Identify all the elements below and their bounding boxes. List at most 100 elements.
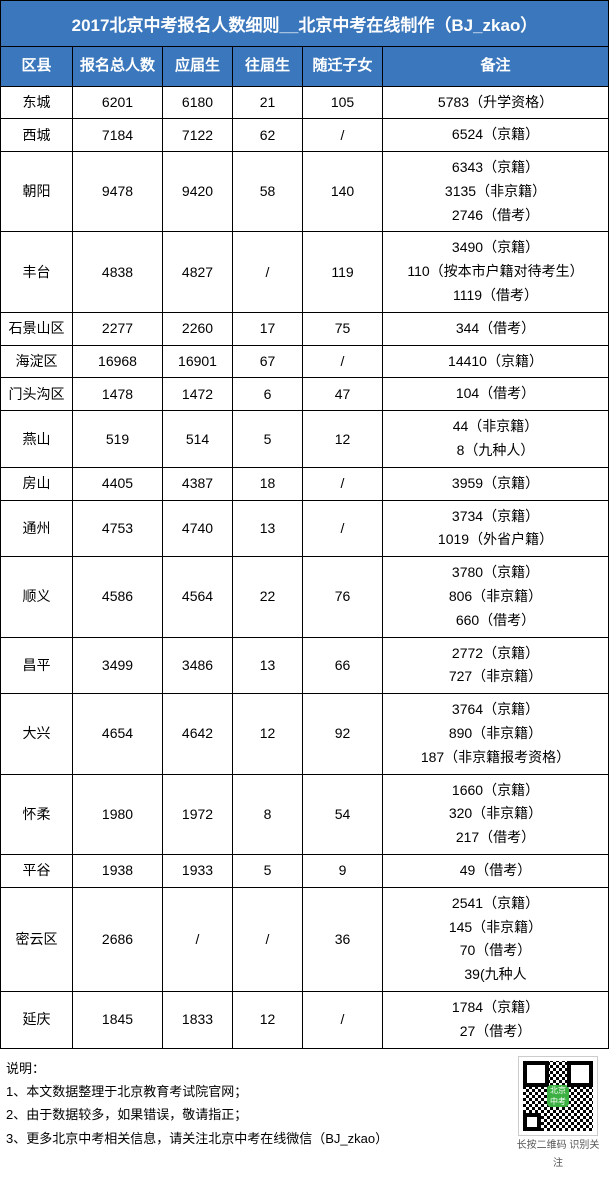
table-cell: 6180	[163, 86, 233, 119]
table-row: 平谷193819335949（借考）	[1, 855, 609, 888]
table-row: 房山4405438718/3959（京籍）	[1, 467, 609, 500]
table-cell: 16901	[163, 345, 233, 378]
table-cell: 1478	[73, 378, 163, 411]
table-row: 东城62016180211055783（升学资格）	[1, 86, 609, 119]
table-cell: 67	[233, 345, 303, 378]
footer-line: 3、更多北京中考相关信息，请关注北京中考在线微信（BJ_zkao）	[6, 1127, 513, 1150]
table-cell: 燕山	[1, 411, 73, 468]
table-cell: 140	[303, 152, 383, 232]
remark-cell: 2541（京籍）145（非京籍）70（借考）39(九种人	[383, 887, 609, 991]
table-cell: /	[233, 232, 303, 312]
table-cell: 4387	[163, 467, 233, 500]
table-cell: 3499	[73, 637, 163, 694]
table-cell: 12	[303, 411, 383, 468]
table-cell: /	[303, 467, 383, 500]
table-row: 丰台48384827/1193490（京籍）110（按本市户籍对待考生）1119…	[1, 232, 609, 312]
footer-line: 1、本文数据整理于北京教育考试院官网；	[6, 1080, 513, 1103]
table-cell: /	[303, 119, 383, 152]
table-cell: 延庆	[1, 992, 73, 1049]
table-cell: 2260	[163, 312, 233, 345]
page-title: 2017北京中考报名人数细则__北京中考在线制作（BJ_zkao）	[0, 0, 609, 46]
table-cell: 2277	[73, 312, 163, 345]
data-table: 区县报名总人数应届生往届生随迁子女备注 东城62016180211055783（…	[0, 46, 609, 1049]
table-cell: 21	[233, 86, 303, 119]
footer-notes: 说明： 1、本文数据整理于北京教育考试院官网；2、由于数据较多，如果错误，敬请指…	[6, 1057, 513, 1151]
table-cell: 66	[303, 637, 383, 694]
table-cell: 9	[303, 855, 383, 888]
table-cell: 6	[233, 378, 303, 411]
table-cell: 东城	[1, 86, 73, 119]
table-row: 门头沟区14781472647104（借考）	[1, 378, 609, 411]
table-cell: 2686	[73, 887, 163, 991]
table-cell: 4405	[73, 467, 163, 500]
footer: 说明： 1、本文数据整理于北京教育考试院官网；2、由于数据较多，如果错误，敬请指…	[0, 1049, 609, 1183]
table-cell: 1972	[163, 774, 233, 854]
table-cell: 519	[73, 411, 163, 468]
qr-code-icon: 北京中考	[519, 1057, 597, 1135]
col-header: 应届生	[163, 47, 233, 87]
table-header: 区县报名总人数应届生往届生随迁子女备注	[1, 47, 609, 87]
remark-cell: 3780（京籍）806（非京籍）660（借考）	[383, 557, 609, 637]
remark-cell: 14410（京籍）	[383, 345, 609, 378]
table-row: 西城7184712262/6524（京籍）	[1, 119, 609, 152]
table-cell: 5	[233, 855, 303, 888]
footer-line: 2、由于数据较多，如果错误，敬请指正；	[6, 1103, 513, 1126]
table-row: 海淀区169681690167/14410（京籍）	[1, 345, 609, 378]
table-cell: 1472	[163, 378, 233, 411]
table-row: 燕山51951451244（非京籍）8（九种人）	[1, 411, 609, 468]
table-cell: 18	[233, 467, 303, 500]
table-row: 朝阳94789420581406343（京籍）3135（非京籍）2746（借考）	[1, 152, 609, 232]
table-cell: 怀柔	[1, 774, 73, 854]
table-cell: 朝阳	[1, 152, 73, 232]
qr-label: 长按二维码 识别关注	[513, 1137, 603, 1173]
table-cell: 4654	[73, 694, 163, 774]
table-cell: 12	[233, 694, 303, 774]
table-cell: 西城	[1, 119, 73, 152]
table-cell: 62	[233, 119, 303, 152]
table-cell: 丰台	[1, 232, 73, 312]
table-cell: /	[163, 887, 233, 991]
table-row: 通州4753474013/3734（京籍）1019（外省户籍）	[1, 500, 609, 557]
table-cell: 54	[303, 774, 383, 854]
table-cell: 76	[303, 557, 383, 637]
table-cell: 3486	[163, 637, 233, 694]
table-cell: /	[303, 992, 383, 1049]
table-cell: 13	[233, 500, 303, 557]
table-cell: 大兴	[1, 694, 73, 774]
table-cell: 1980	[73, 774, 163, 854]
table-cell: 36	[303, 887, 383, 991]
remark-cell: 44（非京籍）8（九种人）	[383, 411, 609, 468]
table-cell: 1833	[163, 992, 233, 1049]
table-cell: 5	[233, 411, 303, 468]
table-cell: 房山	[1, 467, 73, 500]
remark-cell: 3764（京籍）890（非京籍）187（非京籍报考资格）	[383, 694, 609, 774]
col-header: 区县	[1, 47, 73, 87]
table-cell: 1845	[73, 992, 163, 1049]
table-row: 石景山区227722601775344（借考）	[1, 312, 609, 345]
col-header: 往届生	[233, 47, 303, 87]
remark-cell: 5783（升学资格）	[383, 86, 609, 119]
remark-cell: 1784（京籍）27（借考）	[383, 992, 609, 1049]
table-cell: 13	[233, 637, 303, 694]
table-cell: 通州	[1, 500, 73, 557]
col-header: 报名总人数	[73, 47, 163, 87]
table-cell: 4586	[73, 557, 163, 637]
remark-cell: 3959（京籍）	[383, 467, 609, 500]
table-row: 顺义4586456422763780（京籍）806（非京籍）660（借考）	[1, 557, 609, 637]
remark-cell: 2772（京籍）727（非京籍）	[383, 637, 609, 694]
table-cell: 1938	[73, 855, 163, 888]
table-cell: 密云区	[1, 887, 73, 991]
table-cell: 4838	[73, 232, 163, 312]
table-cell: 1933	[163, 855, 233, 888]
remark-cell: 6524（京籍）	[383, 119, 609, 152]
qr-code-box: 北京中考 长按二维码 识别关注	[513, 1057, 603, 1173]
table-row: 延庆1845183312/1784（京籍）27（借考）	[1, 992, 609, 1049]
col-header: 备注	[383, 47, 609, 87]
table-cell: 17	[233, 312, 303, 345]
table-cell: /	[303, 500, 383, 557]
table-cell: 昌平	[1, 637, 73, 694]
table-cell: 92	[303, 694, 383, 774]
table-cell: 75	[303, 312, 383, 345]
table-cell: 7184	[73, 119, 163, 152]
remark-cell: 6343（京籍）3135（非京籍）2746（借考）	[383, 152, 609, 232]
